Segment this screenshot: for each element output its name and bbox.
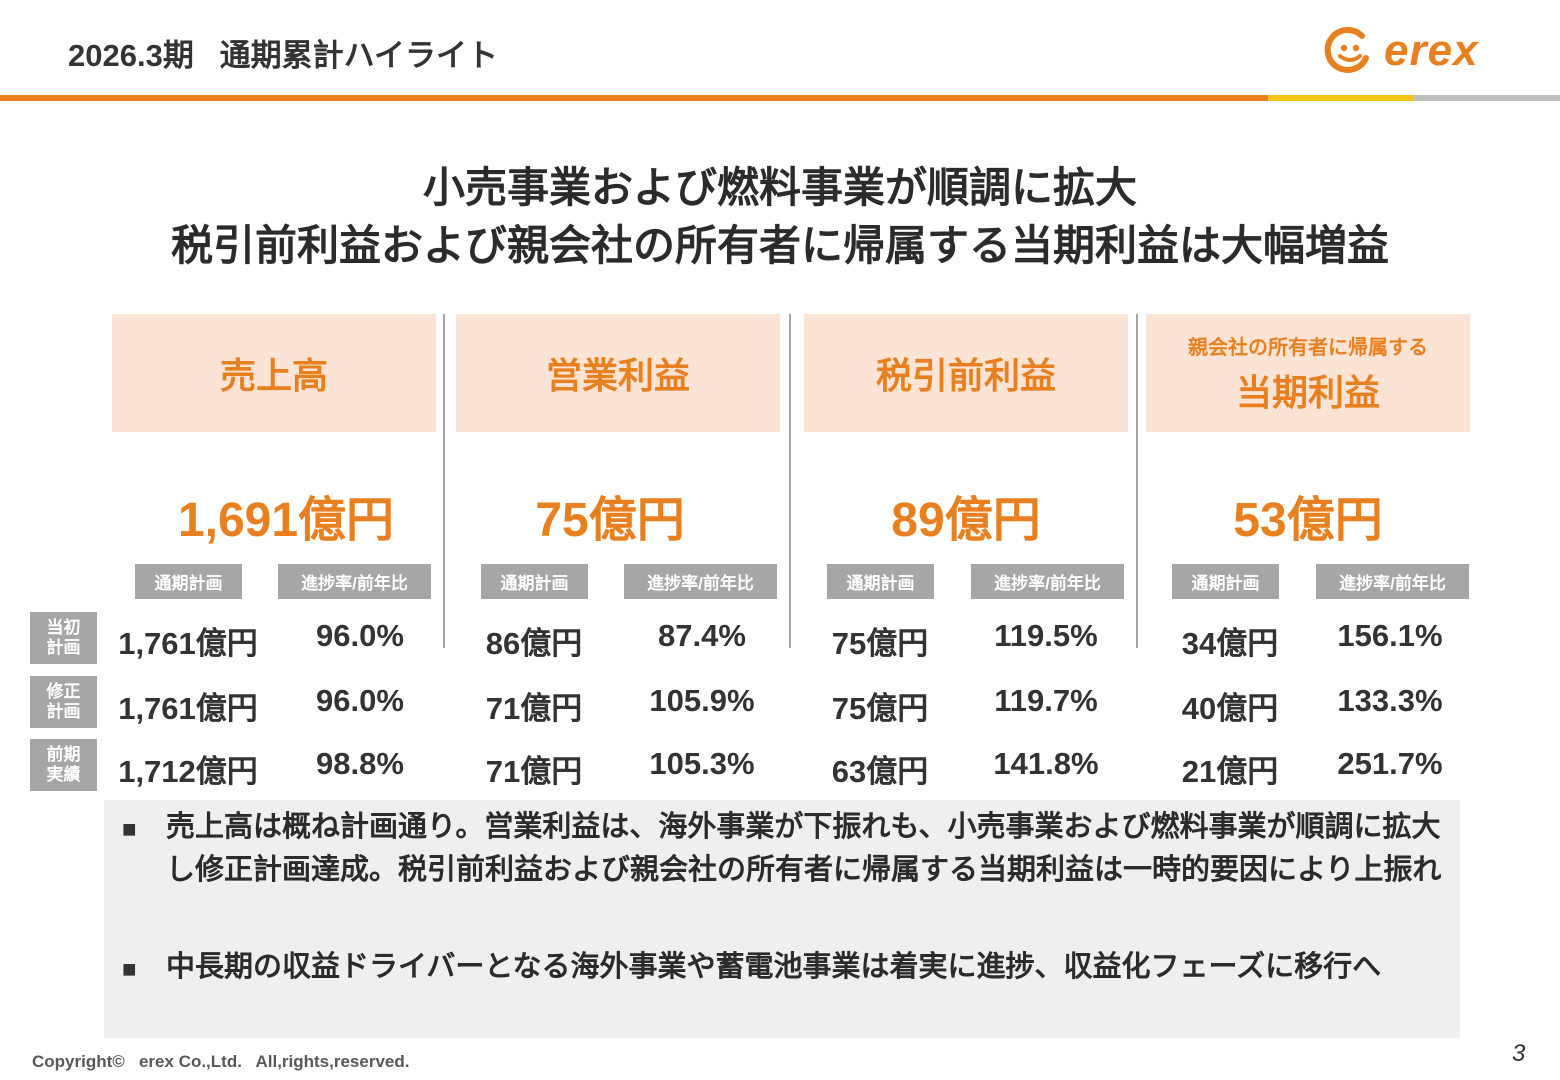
metric-header-pretax-profit: 税引前利益 [804, 314, 1128, 432]
col-header-plan: 通期計画 [1172, 564, 1279, 599]
page-number: 3 [1512, 1040, 1526, 1067]
table-cell: 105.9% [649, 683, 755, 718]
metric-subtitle: 親会社の所有者に帰属する [1188, 336, 1428, 359]
metric-title: 税引前利益 [875, 355, 1056, 396]
table-cell: 87.4% [658, 618, 746, 653]
metric-header-sales: 売上高 [112, 314, 436, 432]
table-cell: 21億円 [1181, 754, 1279, 789]
row-label-line: 計画 [46, 702, 81, 721]
row-label-line: 実績 [46, 765, 81, 784]
table-cell: 71億円 [485, 754, 583, 789]
header-rule-orange [0, 95, 1268, 101]
erex-logo: erex [1322, 26, 1512, 78]
table-cell: 156.1% [1337, 618, 1443, 653]
col-header-rate: 進捗率/前年比 [624, 564, 777, 599]
headline-line-1: 小売事業および燃料事業が順調に拡大 [422, 164, 1137, 211]
row-label-prior-year: 前期 実績 [30, 739, 97, 791]
col-header-plan: 通期計画 [481, 564, 588, 599]
table-cell: 1,761億円 [118, 691, 258, 726]
table-cell: 96.0% [316, 618, 404, 653]
header-rule-yellow [1268, 95, 1414, 101]
col-header-rate: 進捗率/前年比 [1316, 564, 1469, 599]
table-cell: 96.0% [316, 683, 404, 718]
table-cell: 75億円 [831, 691, 929, 726]
row-label-line: 前期 [46, 745, 81, 764]
result-pretax-profit: 89億円 [891, 494, 1041, 547]
square-bullet-icon: ■ [122, 956, 137, 983]
table-cell: 40億円 [1181, 691, 1279, 726]
row-label-line: 計画 [46, 638, 81, 657]
header-rule-gray [1414, 95, 1560, 101]
table-cell: 98.8% [316, 746, 404, 781]
headline-line-2: 税引前利益および親会社の所有者に帰属する当期利益は大幅増益 [170, 222, 1389, 269]
row-label-revised-plan: 修正 計画 [30, 676, 97, 728]
row-label-line: 修正 [46, 682, 81, 701]
col-header-plan: 通期計画 [827, 564, 934, 599]
table-cell: 133.3% [1337, 683, 1443, 718]
table-cell: 251.7% [1337, 746, 1443, 781]
table-cell: 119.7% [994, 683, 1098, 718]
column-divider [789, 314, 791, 648]
table-cell: 1,761億円 [118, 626, 258, 661]
square-bullet-icon: ■ [122, 816, 137, 843]
column-divider [1136, 314, 1138, 648]
table-cell: 119.5% [994, 618, 1098, 653]
table-cell: 105.3% [649, 746, 755, 781]
metric-header-operating-profit: 営業利益 [456, 314, 780, 432]
metric-title: 売上高 [219, 355, 328, 396]
metric-header-net-profit: 親会社の所有者に帰属する 当期利益 [1146, 314, 1470, 432]
table-cell: 86億円 [485, 626, 583, 661]
note-item: 売上高は概ね計画通り。営業利益は、海外事業が下振れも、小売事業および燃料事業が順… [166, 811, 1442, 886]
col-header-rate: 進捗率/前年比 [278, 564, 431, 599]
note-item: 中長期の収益ドライバーとなる海外事業や蓄電池事業は着実に進捗、収益化フェーズに移… [166, 951, 1382, 983]
table-cell: 63億円 [831, 754, 929, 789]
col-header-plan: 通期計画 [135, 564, 242, 599]
notes-panel: ■ 売上高は概ね計画通り。営業利益は、海外事業が下振れも、小売事業および燃料事業… [104, 800, 1460, 1038]
result-net-profit: 53億円 [1233, 494, 1383, 547]
erex-logo-icon [1324, 27, 1369, 73]
column-divider [443, 314, 445, 648]
table-cell: 1,712億円 [118, 754, 258, 789]
table-cell: 141.8% [993, 746, 1099, 781]
result-sales: 1,691億円 [177, 494, 395, 547]
metric-title: 営業利益 [545, 355, 690, 396]
table-cell: 71億円 [485, 691, 583, 726]
slide-title: 2026.3期 通期累計ハイライト [68, 38, 499, 73]
col-header-rate: 進捗率/前年比 [971, 564, 1124, 599]
table-cell: 34億円 [1181, 626, 1279, 661]
row-label-initial-plan: 当初 計画 [30, 612, 97, 664]
copyright: Copyright© erex Co.,Ltd. All,rights,rese… [32, 1052, 410, 1071]
logo-text: erex [1384, 26, 1479, 75]
result-operating-profit: 75億円 [535, 494, 685, 547]
table-cell: 75億円 [831, 626, 929, 661]
metric-title: 当期利益 [1235, 371, 1380, 413]
row-label-line: 当初 [46, 618, 81, 637]
